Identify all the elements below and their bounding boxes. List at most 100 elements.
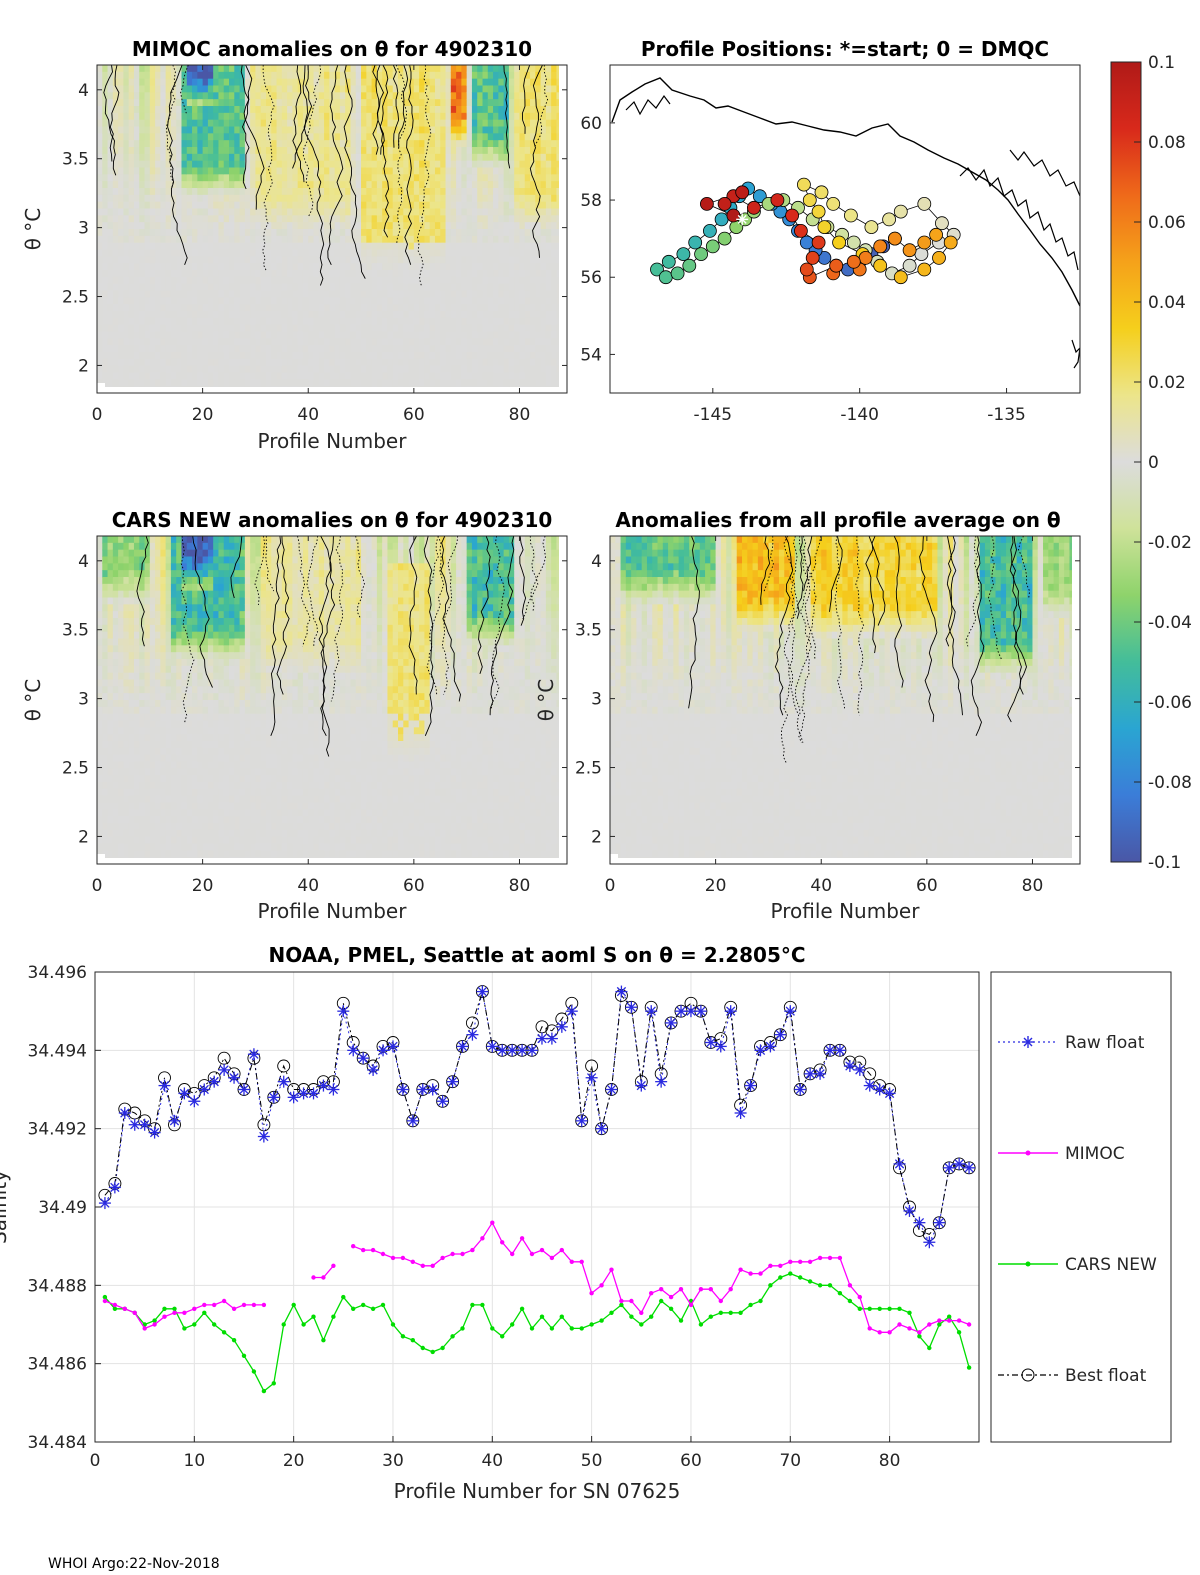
heatmap-cell [450, 365, 457, 374]
heatmap-cell [229, 304, 235, 312]
heatmap-cell [234, 174, 241, 182]
heatmap-cell [524, 215, 531, 223]
heatmap-cell [165, 283, 172, 292]
heatmap-cell [456, 65, 462, 73]
heatmap-cell [139, 706, 146, 715]
heatmap-cell [118, 201, 124, 210]
heatmap-cell [429, 140, 436, 148]
heatmap-cell [477, 181, 484, 189]
heatmap-cell [493, 147, 499, 155]
heatmap-cell [133, 276, 140, 285]
heatmap-cell [207, 112, 214, 121]
heatmap-cell [530, 311, 536, 319]
heatmap-cell [128, 577, 135, 585]
heatmap-cell [408, 324, 415, 333]
heatmap-cell [371, 290, 378, 298]
heatmap-cell [102, 126, 109, 134]
heatmap-cell [97, 754, 103, 763]
heatmap-cell [160, 188, 167, 196]
heatmap-cell [118, 638, 124, 646]
heatmap-cell [434, 276, 441, 285]
heatmap-cell [165, 242, 172, 251]
heatmap-cell [387, 345, 394, 353]
heatmap-cell [403, 153, 410, 162]
heatmap-cell [508, 365, 515, 374]
heatmap-cell [213, 85, 220, 93]
heatmap-cell [445, 372, 452, 380]
heatmap-cell [450, 112, 457, 121]
heatmap-cell [540, 297, 547, 305]
heatmap-cell [292, 215, 299, 223]
heatmap-cell [487, 194, 494, 203]
heatmap-cell [471, 160, 478, 169]
heatmap-cell [123, 741, 130, 749]
heatmap-cell [271, 290, 278, 298]
heatmap-cell [160, 112, 167, 121]
heatmap-cell [424, 249, 431, 257]
heatmap-cell [255, 249, 262, 257]
heatmap-cell [276, 379, 283, 387]
heatmap-cell [376, 160, 383, 169]
heatmap-cell [112, 823, 119, 831]
heatmap-cell [97, 119, 103, 128]
heatmap-cell [545, 85, 552, 93]
heatmap-cell [313, 99, 320, 107]
heatmap-cell [514, 317, 521, 326]
x-tick-label: 0 [92, 405, 103, 425]
heatmap-cell [97, 706, 103, 715]
heatmap-cell [133, 795, 140, 804]
heatmap-cell [487, 235, 494, 244]
heatmap-cell [260, 283, 267, 292]
heatmap-cell [118, 112, 124, 121]
heatmap-cell [318, 365, 325, 374]
heatmap-cell [165, 276, 172, 285]
heatmap-cell [234, 133, 241, 141]
heatmap-cell [139, 549, 146, 558]
heatmap-cell [128, 85, 135, 93]
heatmap-contour [395, 65, 408, 245]
heatmap-cell [102, 379, 109, 387]
heatmap-cell [118, 92, 124, 100]
heatmap-cell [514, 358, 521, 367]
heatmap-cell [376, 324, 383, 333]
heatmap-cell [102, 809, 109, 817]
heatmap-cell [524, 249, 531, 257]
heatmap-cell [112, 372, 119, 380]
heatmap-cell [97, 590, 103, 599]
heatmap-cell [202, 188, 209, 196]
heatmap-cell [530, 263, 536, 271]
heatmap-cell [471, 126, 478, 134]
heatmap-cell [170, 78, 177, 87]
heatmap-cell [207, 188, 214, 196]
heatmap-cell [97, 823, 103, 831]
heatmap-cell [535, 249, 542, 257]
heatmap-cell [149, 638, 156, 646]
heatmap-cell [302, 99, 309, 107]
heatmap-cell [202, 235, 209, 244]
heatmap-cell [313, 106, 320, 114]
heatmap-cell [308, 106, 315, 114]
heatmap-cell [530, 331, 536, 339]
heatmap-cell [218, 153, 225, 162]
heatmap-cell [139, 618, 146, 626]
heatmap-cell [519, 222, 526, 230]
heatmap-cell [213, 140, 220, 148]
heatmap-cell [482, 283, 489, 292]
heatmap-cell [239, 181, 246, 189]
heatmap-cell [250, 235, 257, 244]
heatmap-cell [524, 174, 531, 182]
positions-title: Profile Positions: *=start; 0 = DMQC [641, 37, 1049, 61]
heatmap-cell [102, 734, 109, 742]
heatmap-cell [366, 222, 373, 230]
heatmap-cell [128, 836, 135, 845]
heatmap-cell [440, 324, 447, 333]
heatmap-cell [133, 754, 140, 763]
heatmap-cell [461, 126, 468, 134]
heatmap-cell [97, 686, 103, 694]
heatmap-cell [176, 85, 183, 93]
heatmap-cell [392, 174, 399, 182]
heatmap-cell [535, 345, 542, 353]
heatmap-cell [493, 167, 499, 175]
heatmap-cell [434, 167, 441, 175]
heatmap-cell [514, 290, 521, 298]
